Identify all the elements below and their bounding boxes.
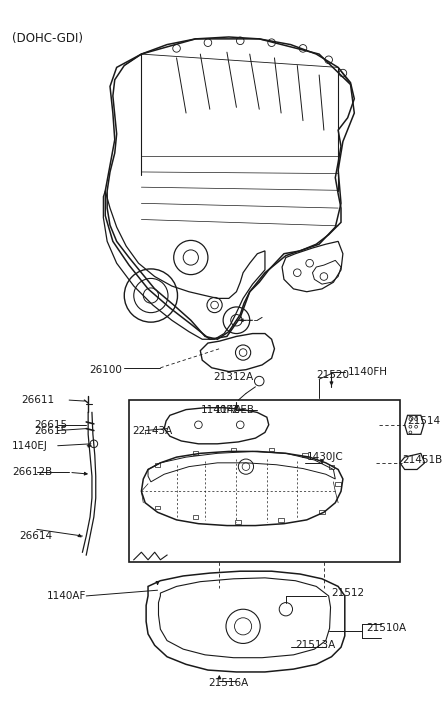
Bar (329, 465, 334, 468)
Bar (335, 482, 341, 486)
Text: 1140FZ: 1140FZ (200, 405, 240, 414)
Text: 1140EB: 1140EB (215, 405, 255, 414)
Text: 26100: 26100 (90, 365, 122, 374)
Text: 26612B: 26612B (12, 467, 52, 478)
Text: (DOHC-GDI): (DOHC-GDI) (12, 32, 83, 45)
Text: 26615: 26615 (34, 427, 67, 436)
Bar (231, 448, 236, 451)
Text: 1430JC: 1430JC (307, 452, 343, 462)
Text: 21520: 21520 (316, 370, 349, 380)
Bar (235, 520, 241, 523)
Text: 21451B: 21451B (402, 455, 442, 465)
Text: 21516A: 21516A (208, 678, 248, 688)
Bar (278, 518, 284, 522)
Bar (319, 510, 325, 514)
Text: 21512: 21512 (331, 588, 365, 598)
Text: 26615: 26615 (34, 419, 67, 430)
Text: 21312A: 21312A (214, 372, 254, 382)
Text: 1140FH: 1140FH (347, 366, 388, 377)
Text: 1140EJ: 1140EJ (12, 441, 48, 451)
Text: 26614: 26614 (20, 531, 53, 541)
Bar (193, 451, 198, 455)
Text: 21513A: 21513A (295, 640, 336, 651)
Text: 26611: 26611 (21, 395, 55, 405)
Bar (129, 400, 400, 562)
Text: 21514: 21514 (408, 416, 441, 426)
Text: 1140AF: 1140AF (46, 591, 86, 601)
Bar (302, 454, 308, 457)
Bar (155, 505, 161, 510)
Bar (269, 448, 274, 451)
Bar (155, 463, 161, 467)
Text: 21510A: 21510A (367, 623, 407, 633)
Text: 22143A: 22143A (132, 427, 172, 436)
Bar (193, 515, 198, 519)
